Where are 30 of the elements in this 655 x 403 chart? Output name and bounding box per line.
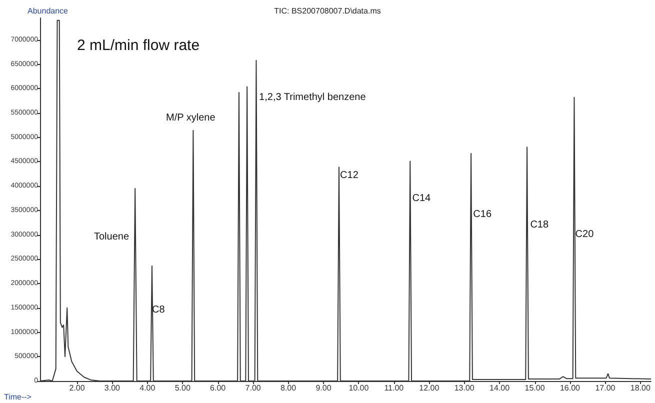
annotation: C14 [412,192,432,204]
y-axis-title: Abundance [28,6,69,16]
annotation: Toluene [94,232,130,242]
x-tick-label: 4.00 [140,384,156,392]
x-tick-label: 8.00 [280,384,297,392]
annotation: C18 [530,220,549,231]
x-tick-label: 7.00 [245,384,262,392]
x-tick-label: 12.00 [419,384,440,392]
annotation: C8 [152,304,166,316]
x-tick-label: 17.00 [595,384,616,392]
x-tick-label: 2.00 [69,384,86,392]
annotation: M/P xylene [166,112,216,124]
x-tick-label: 16.00 [560,384,581,392]
chart-title: TIC: BS200708007.D\data.ms [274,6,381,16]
annotation: C20 [575,228,594,240]
annotation: C16 [473,208,492,220]
x-tick-label: 18.00 [630,384,651,392]
x-tick-label: 13.00 [454,384,475,392]
x-tick-label: 10.00 [348,384,370,392]
annotation: 2 mL/min flow rate [77,37,200,54]
x-axis-title: Time--> [4,392,32,402]
x-tick-label: 3.00 [104,384,121,392]
x-tick-label: 5.00 [174,384,191,392]
x-tick-label: 6.00 [210,384,226,392]
x-tick-label: 11.00 [384,384,404,392]
x-tick-label: 15.00 [524,384,546,392]
annotation: 1,2,3 Trimethyl benzene [259,92,366,103]
annotation: C12 [340,170,359,181]
x-tick-label: 9.00 [316,384,332,392]
x-tick-label: 14.00 [490,384,510,392]
